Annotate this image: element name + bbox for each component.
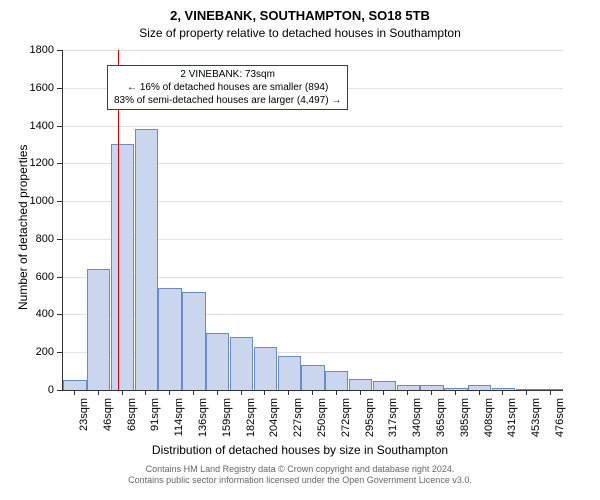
y-tick-label: 1600 <box>22 82 54 94</box>
histogram-bar <box>111 144 134 390</box>
x-tick-label: 272sqm <box>340 398 352 448</box>
x-tick-mark <box>264 390 265 395</box>
x-tick-label: 385sqm <box>459 398 471 448</box>
x-tick-mark <box>407 390 408 395</box>
y-tick-label: 1200 <box>22 157 54 169</box>
y-tick-label: 1400 <box>22 120 54 132</box>
histogram-bar <box>206 333 229 390</box>
chart-subtitle: Size of property relative to detached ho… <box>0 26 600 40</box>
footer-line-1: Contains HM Land Registry data © Crown c… <box>0 464 600 475</box>
x-tick-label: 204sqm <box>268 398 280 448</box>
x-tick-mark <box>169 390 170 395</box>
y-tick-mark <box>57 163 62 164</box>
annotation-line-2: ← 16% of detached houses are smaller (89… <box>114 81 341 94</box>
histogram-bar <box>468 385 491 390</box>
x-tick-label: 227sqm <box>292 398 304 448</box>
annotation-box: 2 VINEBANK: 73sqm ← 16% of detached hous… <box>107 65 348 110</box>
x-tick-label: 68sqm <box>126 398 138 448</box>
x-tick-label: 431sqm <box>506 398 518 448</box>
x-tick-label: 182sqm <box>245 398 257 448</box>
y-tick-mark <box>57 390 62 391</box>
x-tick-mark <box>479 390 480 395</box>
x-tick-label: 453sqm <box>530 398 542 448</box>
x-tick-label: 159sqm <box>221 398 233 448</box>
histogram-bar <box>444 388 467 390</box>
grid-line <box>63 50 563 51</box>
histogram-bar <box>278 356 301 390</box>
x-tick-label: 114sqm <box>173 398 185 448</box>
x-tick-label: 250sqm <box>316 398 328 448</box>
y-tick-label: 600 <box>22 271 54 283</box>
x-tick-label: 340sqm <box>411 398 423 448</box>
x-tick-mark <box>98 390 99 395</box>
y-tick-mark <box>57 126 62 127</box>
x-tick-mark <box>336 390 337 395</box>
grid-line <box>63 126 563 127</box>
x-tick-mark <box>145 390 146 395</box>
x-tick-label: 317sqm <box>387 398 399 448</box>
footer-line-2: Contains public sector information licen… <box>0 475 600 486</box>
y-tick-mark <box>57 201 62 202</box>
y-tick-mark <box>57 239 62 240</box>
y-tick-label: 400 <box>22 308 54 320</box>
x-tick-mark <box>431 390 432 395</box>
y-tick-mark <box>57 277 62 278</box>
x-tick-label: 23sqm <box>78 398 90 448</box>
x-tick-label: 91sqm <box>149 398 161 448</box>
x-tick-label: 365sqm <box>435 398 447 448</box>
y-tick-label: 200 <box>22 346 54 358</box>
x-tick-label: 136sqm <box>197 398 209 448</box>
x-tick-mark <box>122 390 123 395</box>
histogram-bar <box>158 288 181 390</box>
histogram-bar <box>373 381 396 390</box>
x-tick-mark <box>383 390 384 395</box>
y-tick-mark <box>57 50 62 51</box>
annotation-line-1: 2 VINEBANK: 73sqm <box>114 68 341 81</box>
x-tick-mark <box>312 390 313 395</box>
x-tick-mark <box>74 390 75 395</box>
x-tick-mark <box>360 390 361 395</box>
y-tick-mark <box>57 352 62 353</box>
x-tick-mark <box>526 390 527 395</box>
histogram-bar <box>301 365 324 390</box>
histogram-bar <box>182 292 205 390</box>
annotation-line-3: 83% of semi-detached houses are larger (… <box>114 94 341 107</box>
histogram-bar <box>63 380 86 390</box>
y-tick-label: 800 <box>22 233 54 245</box>
x-tick-mark <box>502 390 503 395</box>
x-tick-label: 295sqm <box>364 398 376 448</box>
chart-container: 2, VINEBANK, SOUTHAMPTON, SO18 5TB Size … <box>0 0 600 500</box>
y-tick-label: 1000 <box>22 195 54 207</box>
x-tick-mark <box>455 390 456 395</box>
x-tick-mark <box>288 390 289 395</box>
x-tick-label: 476sqm <box>554 398 566 448</box>
y-axis-label: Number of detached properties <box>16 145 30 310</box>
x-tick-label: 46sqm <box>102 398 114 448</box>
histogram-bar <box>254 347 277 390</box>
x-tick-mark <box>217 390 218 395</box>
y-tick-label: 0 <box>22 384 54 396</box>
x-tick-mark <box>193 390 194 395</box>
histogram-bar <box>230 337 253 390</box>
histogram-bar <box>135 129 158 390</box>
footer: Contains HM Land Registry data © Crown c… <box>0 464 600 486</box>
y-tick-label: 1800 <box>22 44 54 56</box>
histogram-bar <box>325 371 348 390</box>
histogram-bar <box>349 379 372 390</box>
x-tick-mark <box>550 390 551 395</box>
x-tick-mark <box>241 390 242 395</box>
x-tick-label: 408sqm <box>483 398 495 448</box>
histogram-bar <box>87 269 110 390</box>
y-tick-mark <box>57 88 62 89</box>
y-tick-mark <box>57 314 62 315</box>
chart-title: 2, VINEBANK, SOUTHAMPTON, SO18 5TB <box>0 8 600 23</box>
